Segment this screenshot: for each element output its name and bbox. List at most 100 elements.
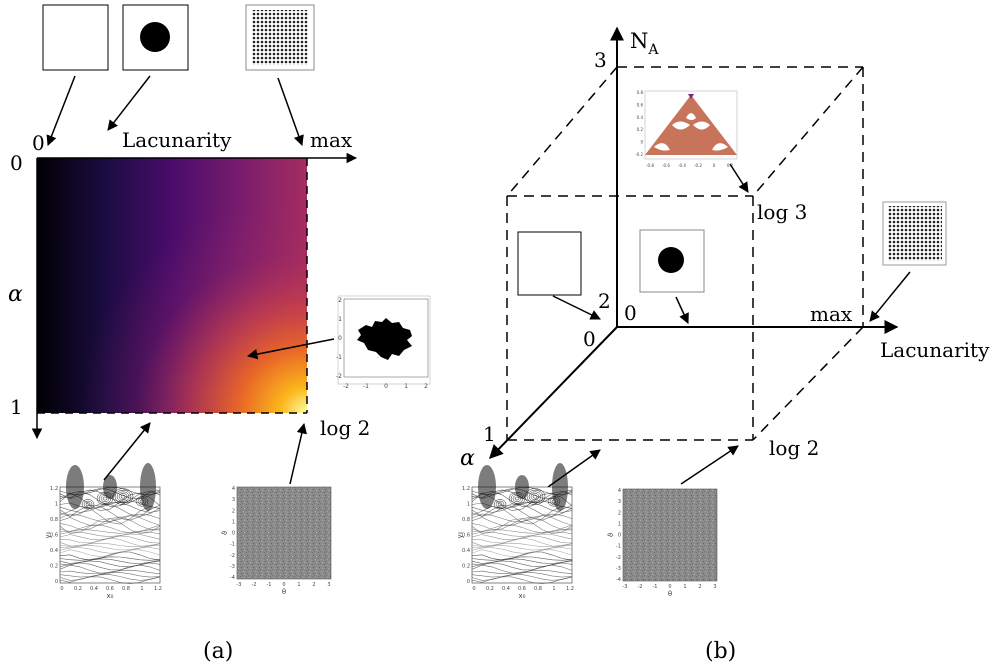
scatter-tick-y: 1 [55, 502, 58, 508]
triangle-inset: -0.8 -0.6 -0.4 -0.2 0 0.2 0.8 0.6 0.4 0.2 0 -0.2 [632, 87, 742, 173]
empty-square-thumb-a [42, 4, 109, 71]
streamline [471, 574, 573, 581]
noise-tick-x: 1 [297, 582, 300, 588]
noise-tick-y: 3 [618, 499, 621, 505]
alpha-axis-label-b: α [460, 446, 475, 471]
streamline [59, 504, 161, 521]
scatter-xlabel: x₀ [107, 592, 114, 600]
scatter-ylabel: y₀ [456, 531, 464, 538]
noise-tick-y: 2 [618, 510, 621, 516]
arrow-triangle-to-log3 [729, 163, 749, 193]
corner-label-a: log 2 [320, 416, 370, 440]
scatter-tick-y: 0.2 [462, 564, 470, 570]
triangle-tick-y: 0.4 [637, 115, 644, 120]
noise-tick-y: 1 [232, 519, 235, 525]
fractal-tick-x: 2 [424, 383, 428, 390]
vortex-ring [532, 494, 538, 499]
arrow-noise-to-corner-b [680, 445, 739, 485]
dark-lobe [515, 475, 529, 499]
scatter-tick-y: 1 [467, 502, 470, 508]
triangle-tick-y: 0.8 [637, 90, 644, 95]
streamline [59, 531, 161, 537]
dark-lobe [140, 463, 156, 511]
scatter-tick-y: 0 [55, 579, 58, 585]
dark-lobe [103, 475, 117, 499]
scatter-tick-y: 0.4 [462, 548, 470, 554]
noise-tick-x: 2 [312, 582, 315, 588]
streamline [59, 572, 161, 578]
vortex-ring [514, 496, 520, 501]
noise-field [236, 486, 332, 580]
x-zero-label-a: 0 [32, 131, 45, 155]
log3-label-b: log 3 [757, 200, 807, 224]
scatter-tick-x: 1 [140, 586, 143, 592]
scatter-tick-x: 1.2 [154, 586, 162, 592]
empty-square-thumb-b [517, 231, 582, 296]
scatter-tick-x: 1 [552, 586, 555, 592]
origin-x-label-b: 0 [624, 301, 637, 325]
dark-lobe [552, 463, 568, 511]
panel-b: NA 3 2 0 0 max Lacunarity 1 α log 3 log … [460, 26, 990, 488]
streamline [471, 547, 573, 554]
streamline [471, 515, 573, 526]
noise-tick-x: -2 [638, 584, 643, 590]
vortex-ring [497, 502, 503, 507]
vortex-ring [116, 491, 130, 502]
streamline [59, 547, 161, 554]
triangle-tick-x: -0.6 [662, 163, 670, 168]
noise-tick-y: -3 [616, 566, 621, 572]
fractal-tick-y: -2 [336, 373, 342, 380]
streamline [59, 542, 161, 548]
noise-tick-x: 1 [683, 584, 686, 590]
scatter-tick-x: 0.8 [534, 586, 542, 592]
scatter-tick-x: 0.2 [486, 586, 494, 592]
caption-a: (a) [203, 639, 233, 664]
noise-tick-y: 1 [618, 521, 621, 527]
streamline [471, 572, 573, 578]
noise-tick-y: -2 [616, 555, 621, 561]
arrow-fractal-to-heatmap [246, 338, 335, 360]
streamline [59, 562, 161, 571]
triangle-tick-x: -0.4 [678, 163, 686, 168]
fractal-tick-x: 1 [404, 383, 408, 390]
noise-tick-y: -2 [230, 553, 235, 559]
streamline [471, 549, 573, 558]
x-max-label-b: max [810, 302, 853, 326]
arrow-scatter-to-axis-a [103, 422, 151, 481]
triangle-tick-y: 0 [640, 140, 643, 145]
fractal-tick-x: -1 [363, 383, 369, 390]
streamline [471, 544, 573, 551]
z-axis-label-b: NA [630, 29, 659, 58]
vortex-ring [120, 494, 126, 499]
triangle-tick-labels-y: 0.8 0.6 0.4 0.2 0 -0.2 [635, 90, 643, 157]
scatter-ylabel: y₀ [44, 531, 52, 538]
noise-tick-y: 4 [618, 488, 621, 494]
fractal-tick-labels-y: 2 1 0 -1 -2 [336, 297, 342, 380]
scatter-tick-y: 0.6 [50, 533, 58, 539]
noise-tick-x: -2 [252, 582, 257, 588]
panel-a: 0 Lacunarity max 0 α 1 log 2 -2 -1 0 1 2 2 1 0… [8, 4, 431, 485]
noise-tick-y: 4 [232, 486, 235, 492]
noise-tick-x: 2 [698, 584, 701, 590]
streamline [471, 569, 573, 575]
scatter-inset-a: 0 0.2 0.4 0.6 0.8 1 1.2 1.2 1 0.8 0.6 0.4 0.2 0 x₀ y₀ [44, 463, 162, 600]
noise-tick-y: -4 [616, 577, 621, 583]
arrow-disk-to-axis [107, 75, 151, 131]
noise-tick-y: -1 [616, 544, 621, 550]
noise-xlabel: θ [668, 590, 672, 598]
vortex-ring [83, 500, 93, 508]
alpha-tick-1-b: 1 [483, 422, 496, 446]
streamline [59, 558, 161, 564]
scatter-tick-x: 0.6 [106, 586, 114, 592]
triangle-tick-y: 0.6 [637, 102, 644, 107]
streamline [59, 549, 161, 558]
noise-field [622, 488, 718, 582]
vortex-ring [528, 491, 542, 502]
streamline [471, 529, 572, 534]
scatter-tick-y: 0 [467, 579, 470, 585]
vortex-ring [118, 493, 128, 501]
streamline [59, 556, 161, 561]
noise-ylabel: ϑ [607, 533, 615, 537]
